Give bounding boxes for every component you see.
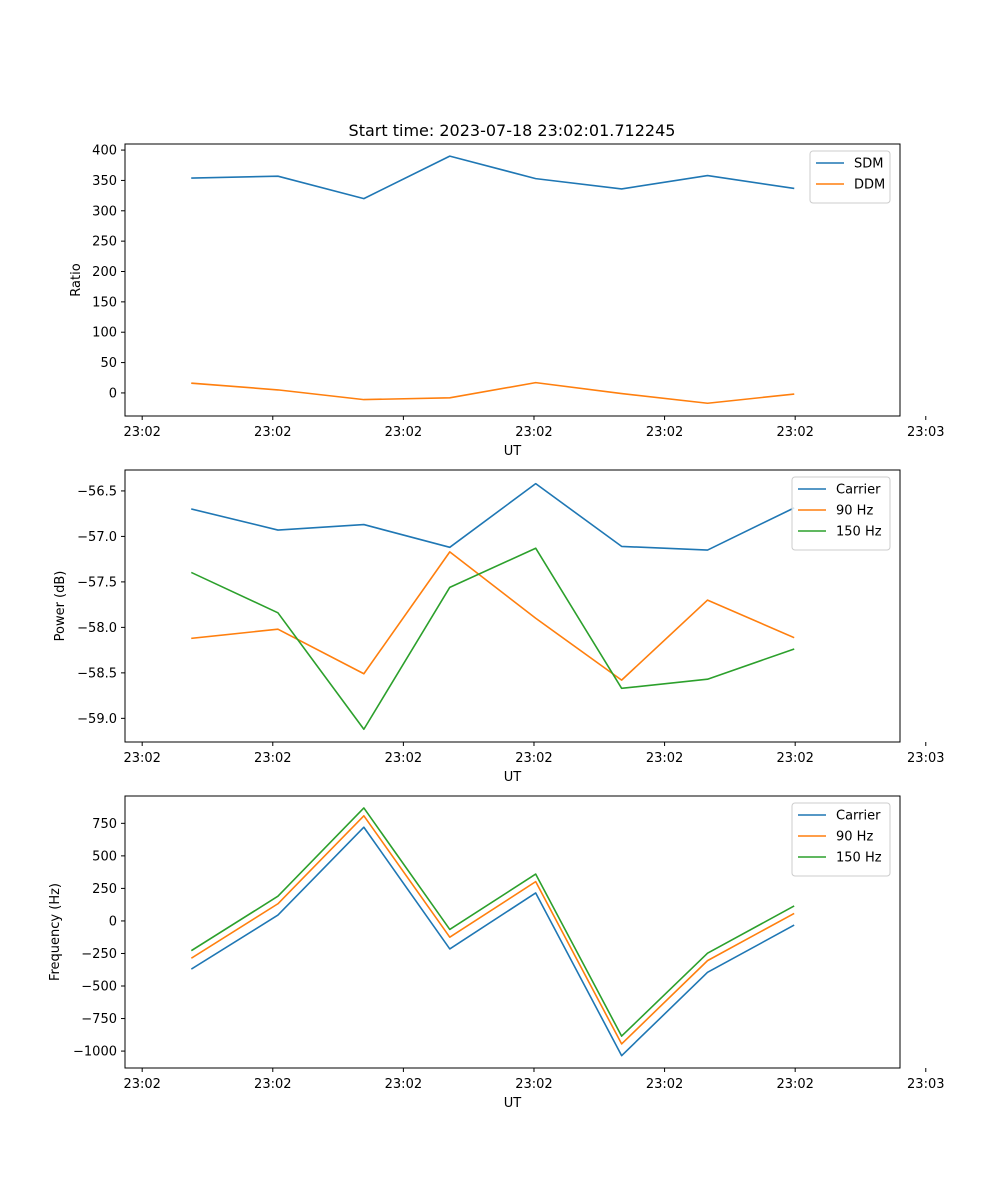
y-tick-label: −56.5 [77,484,117,499]
legend-label: 150 Hz [836,851,882,866]
x-tick-label: 23:02 [646,425,683,440]
legend: Carrier 90 Hz 150 Hz [791,802,891,877]
plots: 23:02 23:02 23:02 23:02 23:02 23:02 23:03 0 50 10… [48,143,945,1111]
y-tick-label: −57.5 [77,575,117,590]
y-tick-label: 350 [92,174,117,189]
x-tick-label: 23:02 [123,425,160,440]
y-tick-label: 750 [92,817,117,832]
legend-label: SDM [854,157,883,172]
x-tick-label: 23:02 [385,425,422,440]
legend: Carrier 90 Hz 150 Hz [791,476,891,551]
subplot-3: 23:02 23:02 23:02 23:02 23:02 23:02 23:03 −1000… [48,795,945,1111]
legend-label: Carrier [836,809,881,824]
plot-frame [124,143,901,417]
series-line-carrier [191,482,795,551]
x-tick-label: 23:02 [646,751,683,766]
series-line-ddm [191,381,795,405]
y-tick-label: −500 [81,980,117,995]
series-line-90-hz [190,814,795,1045]
y-axis-label: Ratio [69,263,84,296]
y-tick-label: 250 [92,882,117,897]
chart-title: Start time: 2023-07-18 23:02:01.712245 [349,121,676,140]
legend-label: 150 Hz [836,525,882,540]
legend-box [809,150,891,204]
y-tick-label: −750 [81,1012,117,1027]
y-tick-label: 300 [92,204,117,219]
y-tick-label: 500 [92,849,117,864]
x-tick-label: 23:02 [646,1077,683,1092]
x-axis-label: UT [504,770,522,785]
y-tick-label: −250 [81,947,117,962]
x-tick-label: 23:02 [515,425,552,440]
subplot-1: 23:02 23:02 23:02 23:02 23:02 23:02 23:03 0 50 10… [69,143,945,459]
x-tick-label: 23:03 [907,1077,944,1092]
y-tick-label: 50 [100,356,117,371]
x-tick-label: 23:02 [254,751,291,766]
series-line-150-hz [190,547,795,731]
x-tick-label: 23:02 [515,1077,552,1092]
x-axis-label: UT [504,1096,522,1111]
x-tick-label: 23:02 [385,1077,422,1092]
x-tick-label: 23:02 [123,751,160,766]
series-line-sdm [191,155,795,200]
x-axis-label: UT [504,444,522,459]
y-tick-label: −58.0 [77,621,117,636]
legend: SDM DDM [809,150,891,204]
y-tick-label: 400 [92,144,117,159]
x-tick-label: 23:02 [776,751,813,766]
y-axis-label: Power (dB) [53,571,68,642]
legend-label: 90 Hz [836,504,873,519]
y-tick-label: 150 [92,295,117,310]
y-axis-label: Frequency (Hz) [48,883,63,981]
x-tick-label: 23:02 [515,751,552,766]
x-tick-label: 23:02 [385,751,422,766]
series-line-carrier [190,826,795,1057]
x-tick-label: 23:03 [907,425,944,440]
plot-frame [124,469,901,743]
x-tick-label: 23:02 [776,1077,813,1092]
series-line-90-hz [191,551,795,681]
x-tick-label: 23:02 [123,1077,160,1092]
x-tick-label: 23:02 [776,425,813,440]
y-tick-label: −57.0 [77,530,117,545]
y-tick-label: −1000 [73,1045,117,1060]
legend-label: Carrier [836,483,881,498]
y-tick-label: 100 [92,326,117,341]
y-tick-label: 250 [92,235,117,250]
legend-label: 90 Hz [836,830,873,845]
y-tick-label: −58.5 [77,666,117,681]
subplot-2: 23:02 23:02 23:02 23:02 23:02 23:02 23:03 −59.0… [53,469,945,785]
x-tick-label: 23:02 [254,1077,291,1092]
x-tick-label: 23:03 [907,751,944,766]
x-tick-label: 23:02 [254,425,291,440]
y-tick-label: 0 [109,386,117,401]
legend-label: DDM [854,178,885,193]
y-tick-label: 0 [109,914,117,929]
y-tick-label: −59.0 [77,712,117,727]
y-tick-label: 200 [92,265,117,280]
plot-frame [124,795,901,1069]
series-line-150-hz [190,807,795,1037]
